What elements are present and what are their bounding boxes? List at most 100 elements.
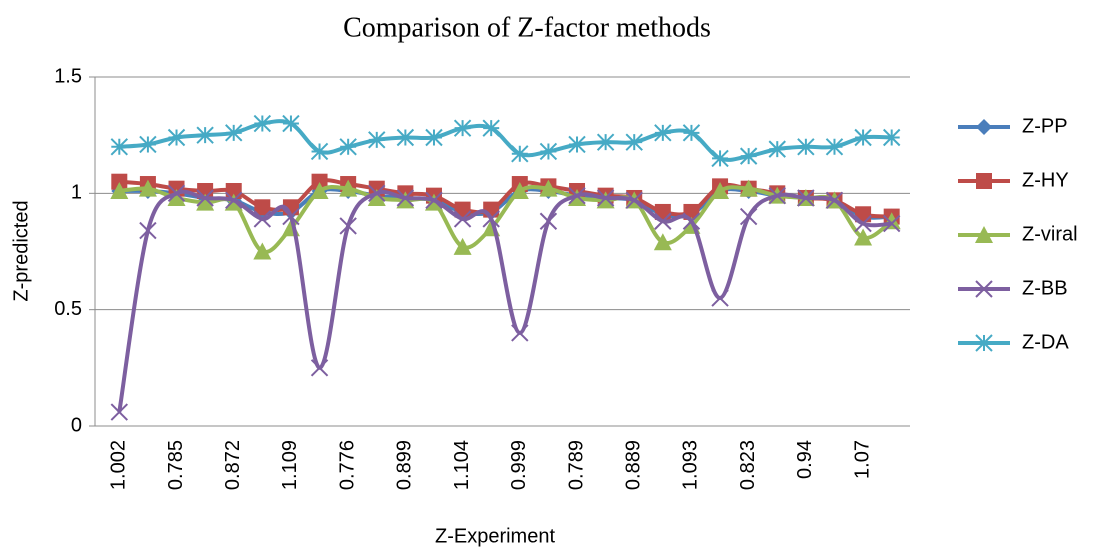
marker [453,237,472,255]
x-tick-label: 1.093 [680,440,702,490]
series [110,114,901,168]
marker [625,191,643,210]
x-tick-label: 1.104 [451,440,473,490]
marker [425,191,443,210]
series-line [117,189,892,413]
marker [339,138,357,156]
series [110,184,901,421]
series-line [119,184,893,255]
marker [167,188,186,206]
marker [568,186,586,205]
marker [711,289,729,307]
marker [739,207,758,226]
marker [854,228,873,246]
x-tick-label: 0.776 [336,440,358,490]
x-tick-label: 0.872 [222,440,244,490]
y-axis-title: Z-predicted [10,200,32,301]
marker [975,226,993,243]
x-axis-title: Z-Experiment [435,525,555,547]
y-tick-label: 1.5 [54,65,82,87]
marker [768,186,786,205]
marker [825,138,844,156]
marker [568,135,586,154]
legend-label: Z-DA [1022,331,1069,353]
chart-title: Comparison of Z-factor methods [343,12,711,43]
marker [339,217,357,235]
x-tick-label: 1.109 [279,440,301,490]
marker [739,179,758,197]
x-tick-label: 0.94 [794,440,816,479]
marker [976,173,992,189]
marker [196,126,214,144]
marker [139,221,157,240]
marker [854,214,872,233]
marker [975,334,993,352]
x-tick-label: 0.999 [508,440,530,490]
marker [282,207,300,226]
marker [396,128,415,147]
marker [975,280,993,298]
marker [976,119,992,135]
marker [310,359,329,377]
legend-label: Z-BB [1022,277,1068,299]
legend-label: Z-PP [1022,115,1068,137]
marker [138,179,157,197]
marker [539,212,558,230]
marker [282,114,300,133]
marker [797,189,815,207]
marker [111,173,128,190]
marker [653,233,672,251]
marker [225,124,243,142]
x-tick-label: 0.789 [565,440,587,490]
marker [110,403,129,421]
marker [768,140,786,158]
marker [510,182,529,200]
marker [654,124,672,142]
marker [367,188,386,206]
marker [453,119,472,137]
series-line [119,119,892,162]
marker [797,138,815,156]
marker [511,145,529,163]
marker [482,119,500,137]
x-tick-label: 0.889 [623,440,645,490]
marker [254,199,271,216]
marker [339,179,358,197]
marker [539,179,558,197]
marker [539,142,558,161]
legend-label: Z-HY [1022,169,1069,191]
marker [682,212,701,230]
marker [368,131,386,149]
marker [854,128,872,147]
marker [711,149,729,168]
x-tick-label: 0.823 [737,440,759,490]
marker [396,189,415,207]
marker [196,189,214,207]
marker [739,147,758,165]
marker [253,210,272,228]
marker [825,191,844,210]
marker [368,184,386,203]
legend-label: Z-viral [1022,223,1078,245]
marker [311,173,328,190]
marker [139,135,157,154]
marker [425,128,443,147]
marker [482,210,500,228]
marker [625,133,643,151]
y-tick-label: 0 [71,414,82,436]
marker [654,212,672,230]
marker [310,182,329,200]
marker [882,128,901,147]
marker [225,191,243,210]
marker [882,214,901,233]
marker [253,114,272,133]
y-tick-label: 0.5 [54,298,82,320]
marker [310,142,329,161]
marker [682,124,701,142]
y-tick-label: 1 [71,182,82,204]
marker [453,210,472,228]
x-tick-label: 0.899 [394,440,416,490]
x-tick-label: 1.07 [851,440,873,479]
marker [596,189,615,207]
